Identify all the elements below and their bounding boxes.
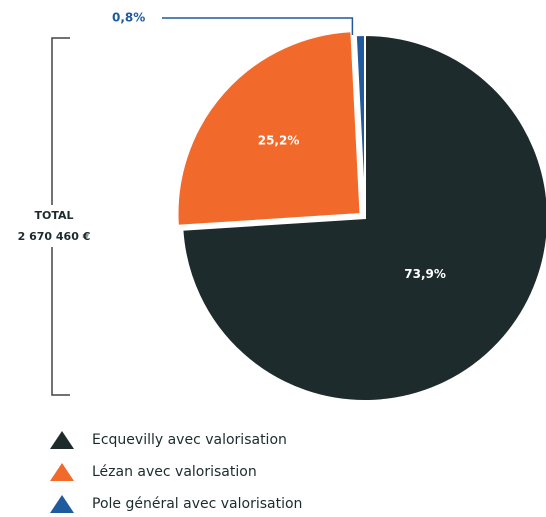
legend-label: Lézan avec valorisation [92, 464, 257, 480]
total-title: TOTAL [34, 209, 73, 222]
pie-slice [176, 30, 362, 227]
pie-slice [354, 33, 366, 219]
slice-label: 73,9% [404, 267, 446, 281]
leader-line [162, 17, 354, 36]
legend-label: Pole général avec valorisation [92, 496, 302, 512]
legend-label: Ecquevilly avec valorisation [92, 432, 287, 448]
slice-label: 0,8% [112, 11, 145, 25]
legend-swatch [50, 495, 74, 513]
total-bg [8, 205, 100, 247]
total-value: 2 670 460 € [18, 230, 91, 243]
slice-label: 25,2% [258, 133, 300, 147]
legend-swatch [50, 431, 74, 449]
pie-slice [181, 33, 546, 402]
legend-swatch [50, 463, 74, 481]
